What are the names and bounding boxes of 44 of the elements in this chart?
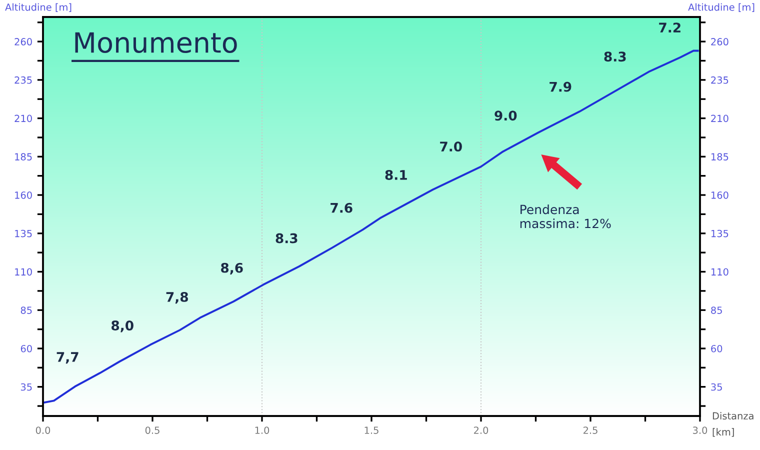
annotation: 9.0 [494, 110, 517, 121]
y2-tick-label: 235 [711, 76, 728, 84]
y-tick-label: 135 [15, 230, 32, 238]
y-tick-label: 210 [14, 114, 32, 122]
y-tick-label: 160 [15, 191, 32, 199]
y-axis-title: Altitudine [m] [5, 3, 72, 12]
x-tick-label: 3.0 [693, 426, 708, 434]
annotation: 7.2 [659, 22, 680, 32]
x-tick-label: 0.0 [36, 426, 50, 434]
annotation: 8,0 [112, 320, 134, 332]
annotation: 8.1 [385, 170, 407, 180]
annotation: 7.6 [330, 202, 352, 213]
annotation: 7.0 [440, 142, 462, 152]
x-tick-label: 2.5 [583, 426, 598, 434]
x-axis-title: Distanza [km] [712, 412, 754, 437]
annotation: 7.9 [550, 82, 572, 92]
annotation: Pendenza massima: 12% [520, 204, 611, 228]
y-tick-label: 85 [20, 306, 32, 314]
y2-tick-label: 185 [711, 153, 728, 160]
y2-tick-label: 210 [711, 114, 728, 122]
annotation: 8.3 [604, 52, 626, 62]
y-tick-label: 235 [14, 76, 32, 84]
y2-tick-label: 110 [711, 268, 728, 276]
y2-tick-label: 60 [711, 344, 722, 352]
y2-tick-label: 260 [711, 38, 728, 46]
chart-title: Monumento [75, 32, 237, 53]
y-tick-label: 260 [14, 38, 32, 46]
x-tick-label: 1.0 [255, 426, 270, 434]
y-tick-label: 185 [15, 153, 32, 160]
x-tick-label: 2.0 [474, 426, 488, 434]
y2-tick-label: 85 [711, 306, 722, 314]
y-tick-label: 35 [20, 383, 32, 391]
y2-tick-label: 160 [711, 191, 728, 199]
y2-axis-title: Altitudine [m] [688, 3, 754, 12]
y-tick-label: 110 [15, 268, 32, 276]
y2-tick-label: 35 [711, 383, 722, 391]
annotation: 7,8 [166, 292, 188, 304]
annotation: 7,7 [56, 352, 78, 364]
y2-tick-label: 135 [711, 230, 728, 238]
x-tick-label: 0.5 [145, 426, 160, 434]
annotation: 8.3 [276, 233, 298, 244]
annotation: 8,6 [221, 262, 243, 274]
x-tick-label: 1.5 [364, 426, 378, 434]
y-tick-label: 60 [20, 344, 32, 352]
